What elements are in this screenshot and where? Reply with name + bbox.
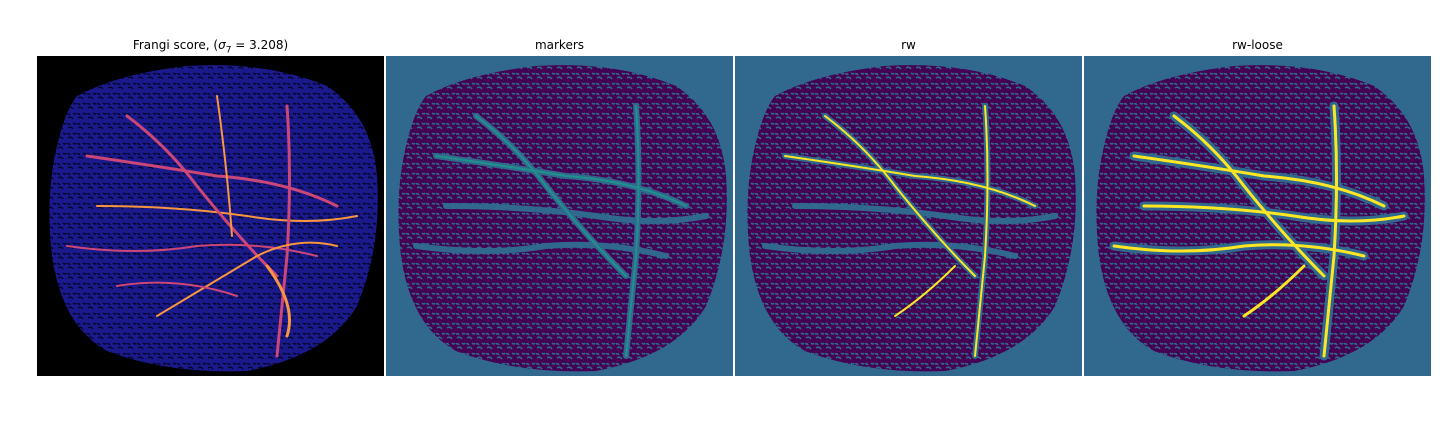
panel-title: rw bbox=[901, 38, 916, 52]
panel-title: rw-loose bbox=[1232, 38, 1283, 52]
markers-image bbox=[386, 56, 733, 376]
frangi-score-image bbox=[37, 56, 384, 376]
title-subscript: 7 bbox=[225, 45, 232, 56]
panel-title: markers bbox=[534, 38, 585, 52]
title-suffix: = 3.208) bbox=[231, 38, 289, 52]
rw-loose-image bbox=[1084, 56, 1431, 376]
title-prefix: Frangi score, ( bbox=[132, 38, 219, 52]
rw-image bbox=[735, 56, 1082, 376]
title-symbol: σ bbox=[218, 38, 226, 52]
panel-title: Frangi score, (σ7 = 3.208) bbox=[37, 37, 384, 58]
